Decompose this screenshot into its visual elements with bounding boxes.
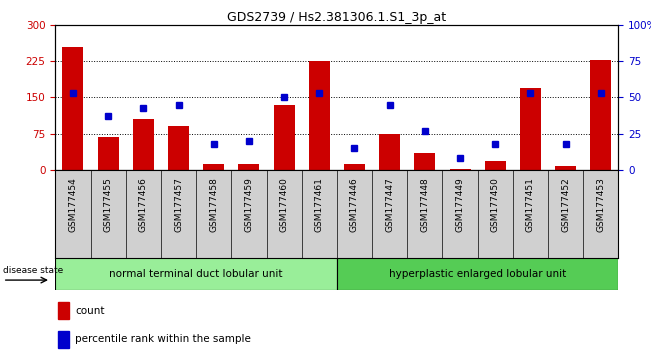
Text: hyperplastic enlarged lobular unit: hyperplastic enlarged lobular unit <box>389 269 566 279</box>
Bar <box>238 164 260 170</box>
Bar <box>520 88 541 170</box>
Bar <box>449 169 471 170</box>
Text: count: count <box>75 306 105 316</box>
Title: GDS2739 / Hs2.381306.1.S1_3p_at: GDS2739 / Hs2.381306.1.S1_3p_at <box>227 11 447 24</box>
Text: GSM177453: GSM177453 <box>596 177 605 232</box>
Text: GSM177460: GSM177460 <box>279 177 288 232</box>
Text: GSM177448: GSM177448 <box>421 177 430 232</box>
Bar <box>555 166 576 170</box>
Text: GSM177455: GSM177455 <box>104 177 113 232</box>
Bar <box>62 47 83 170</box>
Bar <box>58 331 70 348</box>
Text: GSM177446: GSM177446 <box>350 177 359 232</box>
Text: disease state: disease state <box>3 266 63 275</box>
Bar <box>379 133 400 170</box>
Bar <box>344 164 365 170</box>
Bar <box>590 59 611 170</box>
Text: GSM177454: GSM177454 <box>68 177 77 232</box>
Bar <box>309 61 330 170</box>
Bar <box>485 161 506 170</box>
Bar <box>414 153 436 170</box>
Text: GSM177449: GSM177449 <box>456 177 465 232</box>
Text: GSM177450: GSM177450 <box>491 177 500 232</box>
Text: GSM177457: GSM177457 <box>174 177 183 232</box>
Text: GSM177447: GSM177447 <box>385 177 395 232</box>
FancyBboxPatch shape <box>55 258 337 290</box>
Text: normal terminal duct lobular unit: normal terminal duct lobular unit <box>109 269 283 279</box>
Bar <box>168 126 189 170</box>
FancyBboxPatch shape <box>337 258 618 290</box>
Text: GSM177452: GSM177452 <box>561 177 570 232</box>
Text: GSM177458: GSM177458 <box>209 177 218 232</box>
Bar <box>133 119 154 170</box>
Bar <box>98 137 118 170</box>
Bar <box>203 164 224 170</box>
Bar <box>58 302 70 319</box>
Text: GSM177459: GSM177459 <box>244 177 253 232</box>
Text: GSM177456: GSM177456 <box>139 177 148 232</box>
Text: GSM177451: GSM177451 <box>526 177 535 232</box>
Bar <box>273 105 295 170</box>
Text: percentile rank within the sample: percentile rank within the sample <box>75 334 251 344</box>
Text: GSM177461: GSM177461 <box>315 177 324 232</box>
